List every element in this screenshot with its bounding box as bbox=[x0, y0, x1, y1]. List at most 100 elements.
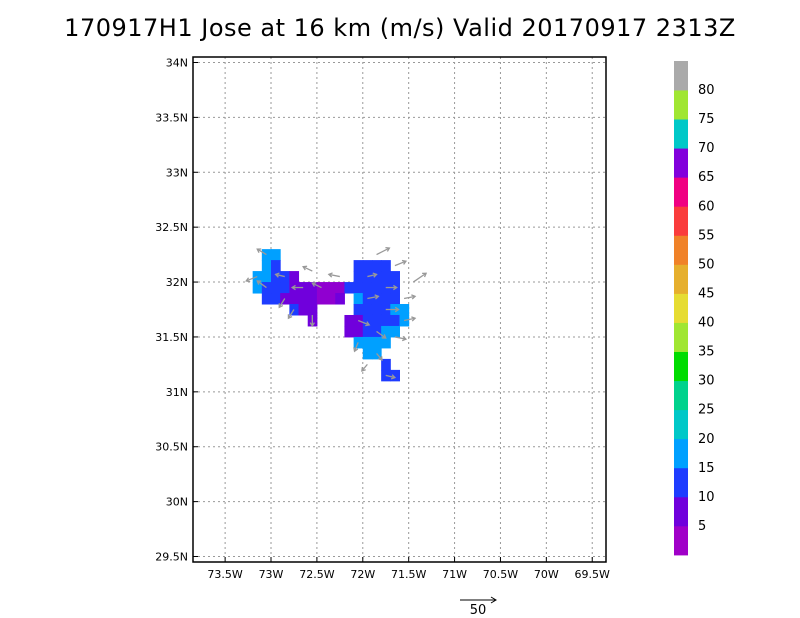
wind-speed-cell bbox=[371, 271, 382, 283]
wind-vector-shaft bbox=[367, 273, 377, 278]
colorbar-label: 30 bbox=[698, 374, 715, 389]
x-tick-label: 73.5W bbox=[207, 568, 242, 581]
colorbar-label: 65 bbox=[698, 170, 715, 185]
wind-speed-cell bbox=[371, 260, 382, 272]
wind-vector bbox=[403, 294, 417, 300]
wind-vector bbox=[376, 247, 391, 256]
wind-speed-cell bbox=[261, 271, 272, 283]
x-tick-label: 71W bbox=[442, 568, 467, 581]
wind-speed-cell bbox=[344, 314, 355, 327]
colorbar-label: 60 bbox=[698, 199, 715, 214]
wind-vector-shaft bbox=[385, 374, 396, 379]
wind-speed-cell bbox=[307, 293, 318, 305]
wind-speed-cell bbox=[353, 271, 364, 283]
colorbar-segment bbox=[674, 496, 688, 527]
wind-speed-cell bbox=[371, 304, 382, 316]
wind-speed-cell bbox=[252, 282, 263, 294]
wind-speed-cell bbox=[381, 271, 391, 283]
wind-vector-shaft bbox=[376, 247, 390, 256]
wind-speed-cell bbox=[271, 271, 281, 283]
colorbar-segment bbox=[674, 525, 688, 556]
colorbar-segment bbox=[674, 206, 688, 236]
colorbar-label: 35 bbox=[698, 345, 715, 360]
wind-vector-head bbox=[353, 347, 359, 353]
wind-speed-cell bbox=[271, 260, 281, 272]
wind-vector-head bbox=[309, 322, 316, 328]
x-tick-label: 70.5W bbox=[483, 568, 518, 581]
wind-vector-head bbox=[278, 303, 284, 309]
wind-vector-shaft bbox=[357, 319, 370, 326]
wind-vector bbox=[302, 265, 313, 272]
wind-speed-cell bbox=[289, 271, 300, 283]
wind-speed-cell bbox=[371, 314, 382, 327]
wind-vector bbox=[287, 309, 295, 320]
x-tick-label: 71.5W bbox=[391, 568, 426, 581]
colorbar-segment bbox=[674, 119, 688, 149]
wind-vector bbox=[290, 284, 304, 291]
grid-lines bbox=[193, 57, 606, 562]
wind-vector-head bbox=[361, 366, 366, 372]
wind-vector bbox=[403, 316, 417, 322]
wind-vector bbox=[361, 363, 368, 372]
y-tick-label: 29.5N bbox=[155, 551, 188, 564]
wind-speed-cell bbox=[390, 325, 400, 338]
colorbar-label: 15 bbox=[698, 461, 715, 476]
wind-vector-shaft bbox=[245, 275, 258, 282]
wind-vector bbox=[367, 272, 378, 278]
wind-speed-cell bbox=[353, 293, 364, 305]
wind-vector-head bbox=[411, 316, 417, 322]
wind-speed-cell bbox=[326, 282, 336, 294]
wind-vector-shaft bbox=[412, 272, 427, 283]
wind-speed-cell bbox=[289, 293, 300, 305]
colorbar-label: 55 bbox=[698, 228, 715, 243]
x-tick-label: 72.5W bbox=[299, 568, 334, 581]
wind-speed-cell bbox=[353, 325, 364, 338]
wind-vector bbox=[367, 294, 380, 300]
wind-speed-cell bbox=[252, 271, 263, 283]
colorbar-label: 20 bbox=[698, 432, 715, 447]
wind-vector bbox=[385, 284, 398, 291]
wind-speed-cell bbox=[344, 325, 355, 338]
wind-vector-head bbox=[365, 321, 371, 327]
wind-vector-head bbox=[422, 272, 428, 278]
wind-speed-cell bbox=[326, 293, 336, 305]
wind-speed-cell bbox=[353, 260, 364, 272]
wind-speed-cell bbox=[271, 282, 281, 294]
wind-vector bbox=[394, 259, 408, 267]
wind-vector-shaft bbox=[256, 248, 267, 256]
wind-vector bbox=[394, 335, 408, 342]
wind-speed-cell bbox=[371, 336, 382, 349]
wind-vector-head bbox=[256, 248, 262, 253]
wind-vector-head bbox=[381, 334, 387, 339]
colorbar-segment bbox=[674, 177, 688, 207]
wind-vector-shaft bbox=[403, 295, 416, 300]
y-tick-label: 30N bbox=[166, 496, 188, 509]
wind-speed-cell bbox=[381, 325, 391, 338]
wind-vector-head bbox=[401, 335, 408, 342]
wind-vector-shaft bbox=[394, 336, 407, 340]
wind-vector bbox=[385, 306, 400, 313]
wind-speed-cell bbox=[261, 293, 272, 305]
wind-vector-shaft bbox=[328, 273, 340, 278]
colorbar: 5 10 15 20 25 30 35 40 45 50 55 60 65 70 75 80 bbox=[674, 61, 715, 556]
wind-speed-cell bbox=[362, 282, 373, 294]
wind-vector bbox=[385, 374, 397, 380]
wind-speed-cell bbox=[335, 293, 345, 305]
wind-vector bbox=[376, 330, 387, 339]
wind-vector-head bbox=[385, 247, 391, 252]
wind-speed-cell bbox=[362, 304, 373, 316]
wind-vector-head bbox=[274, 272, 280, 278]
colorbar-label: 45 bbox=[698, 286, 715, 301]
wind-speed-cell bbox=[381, 314, 391, 327]
reference-vector: 50 bbox=[460, 596, 497, 618]
wind-vector-head bbox=[302, 265, 308, 271]
wind-speed-cell bbox=[362, 336, 373, 349]
wind-vector-head bbox=[401, 259, 408, 265]
wind-speed-cell bbox=[298, 304, 309, 316]
y-tick-label: 30.5N bbox=[155, 441, 188, 454]
wind-vectors bbox=[245, 247, 428, 380]
wind-vector-head bbox=[411, 294, 417, 300]
y-tick-label: 32.5N bbox=[155, 221, 188, 234]
wind-speed-cell bbox=[298, 282, 309, 294]
wind-vector-head bbox=[311, 282, 317, 287]
